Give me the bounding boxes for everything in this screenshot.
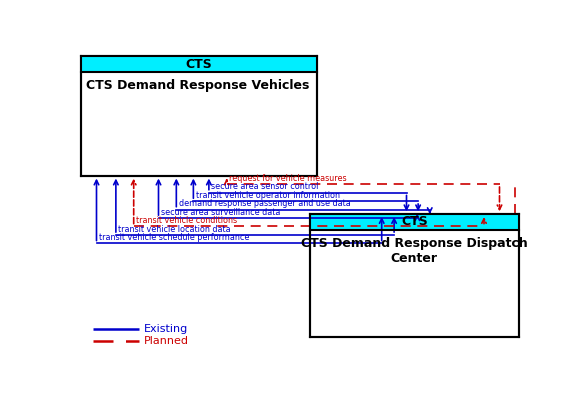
Text: secure area surveillance data: secure area surveillance data	[161, 208, 280, 217]
Text: transit vehicle location data: transit vehicle location data	[118, 225, 231, 234]
Text: CTS: CTS	[401, 215, 428, 228]
Bar	[81, 56, 318, 72]
Text: transit vehicle schedule performance: transit vehicle schedule performance	[99, 233, 249, 242]
Text: CTS: CTS	[186, 58, 213, 71]
Text: secure area sensor control: secure area sensor control	[211, 182, 319, 191]
Text: Planned: Planned	[144, 336, 189, 346]
Bar	[309, 214, 519, 337]
Text: transit vehicle operator information: transit vehicle operator information	[196, 191, 340, 200]
Text: CTS Demand Response Dispatch
Center: CTS Demand Response Dispatch Center	[301, 237, 527, 265]
Bar	[309, 214, 519, 229]
Text: Existing: Existing	[144, 324, 188, 334]
Text: CTS Demand Response Vehicles: CTS Demand Response Vehicles	[86, 79, 309, 92]
Text: request for vehicle measures: request for vehicle measures	[229, 174, 347, 183]
Bar	[81, 56, 318, 176]
Text: demand response passenger and use data: demand response passenger and use data	[179, 199, 350, 209]
Text: transit vehicle conditions: transit vehicle conditions	[136, 217, 237, 225]
